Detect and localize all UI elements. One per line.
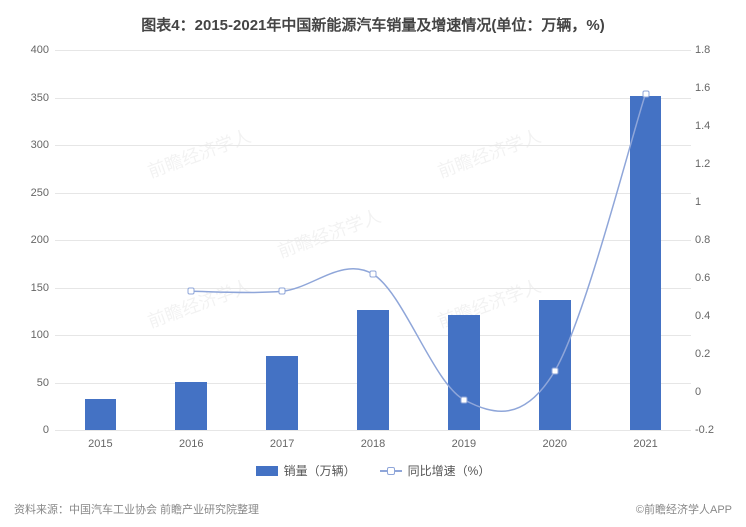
ytick-right: 0.8 [695,234,725,246]
ytick-left: 350 [17,92,49,104]
ytick-right: 0.6 [695,272,725,284]
xtick: 2017 [270,438,294,450]
ytick-right: 0 [695,386,725,398]
growth-marker [188,288,195,295]
ytick-left: 200 [17,234,49,246]
legend-line-label: 同比增速（%） [408,462,491,479]
legend-line-swatch [380,470,402,472]
chart-title: 图表4：2015-2021年中国新能源汽车销量及增速情况(单位：万辆，%) [0,0,746,35]
ytick-left: 300 [17,139,49,151]
ytick-left: 250 [17,187,49,199]
ytick-left: 0 [17,424,49,436]
growth-marker [551,368,558,375]
ytick-left: 150 [17,282,49,294]
ytick-right: 0.2 [695,348,725,360]
copyright-text: ©前瞻经济学人APP [636,501,732,517]
xtick: 2016 [179,438,203,450]
ytick-right: 1.8 [695,44,725,56]
xtick: 2019 [452,438,476,450]
gridline [55,430,691,431]
source-text: 资料来源：中国汽车工业协会 前瞻产业研究院整理 [14,501,259,517]
chart-container: 图表4：2015-2021年中国新能源汽车销量及增速情况(单位：万辆，%) 前瞻… [0,0,746,527]
growth-marker [642,90,649,97]
ytick-right: 1 [695,196,725,208]
legend-item-line: 同比增速（%） [380,462,491,479]
ytick-right: 1.2 [695,158,725,170]
ytick-right: 1.4 [695,120,725,132]
xtick: 2015 [88,438,112,450]
ytick-left: 400 [17,44,49,56]
ytick-right: 1.6 [695,82,725,94]
chart-plot-area: 前瞻经济学人前瞻经济学人前瞻经济学人前瞻经济学人前瞻经济学人 050100150… [55,50,691,430]
xtick: 2020 [542,438,566,450]
copyright: ©前瞻经济学人APP [632,501,732,517]
ytick-left: 50 [17,377,49,389]
growth-line [55,50,691,430]
legend-bar-label: 销量（万辆） [284,462,356,479]
ytick-left: 100 [17,329,49,341]
ytick-right: -0.2 [695,424,725,436]
xtick: 2021 [633,438,657,450]
xtick: 2018 [361,438,385,450]
growth-marker [279,288,286,295]
ytick-right: 0.4 [695,310,725,322]
legend-item-bar: 销量（万辆） [256,462,356,479]
chart-legend: 销量（万辆） 同比增速（%） [0,462,746,479]
growth-marker [370,271,377,278]
growth-marker [460,396,467,403]
legend-bar-swatch [256,466,278,476]
